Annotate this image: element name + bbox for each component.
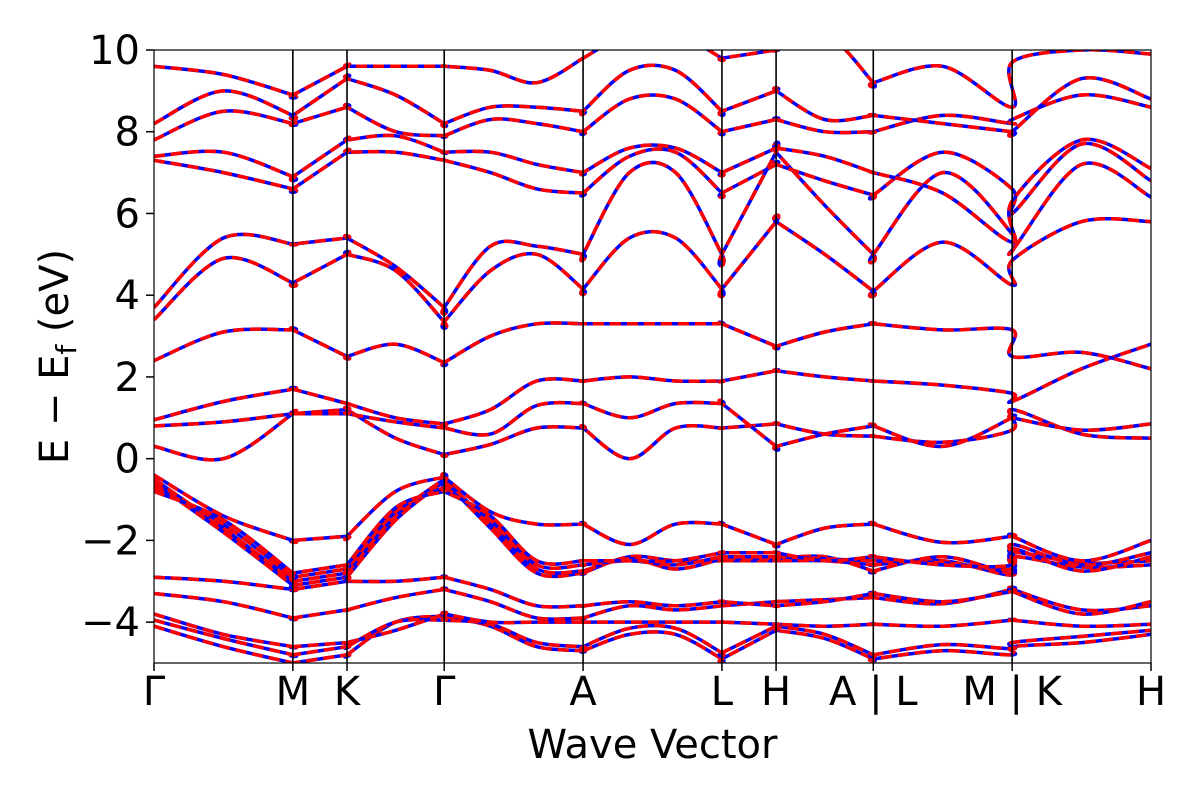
plot-frame <box>153 49 1152 664</box>
band-line-blue <box>154 141 1151 217</box>
x-tick-label: L <box>711 669 734 715</box>
band-line-red <box>154 472 1151 563</box>
band-line-red <box>154 63 1151 138</box>
x-tick-label: H <box>1136 669 1166 715</box>
band-line-red <box>154 320 1151 371</box>
x-tick-label: M <box>276 669 311 715</box>
band-line-red <box>154 617 1151 659</box>
x-tick-label: Γ <box>433 669 456 715</box>
band-line-red <box>154 140 1151 316</box>
x-tick-label: H <box>761 669 791 715</box>
band-line-red <box>154 585 1151 622</box>
band-line-red <box>154 93 1151 142</box>
y-axis-title: E − Ef (eV) <box>32 249 83 464</box>
band-line-blue <box>154 472 1151 563</box>
y-tick-label: −2 <box>81 518 140 564</box>
y-tick-label: 2 <box>115 355 140 401</box>
band-line-red <box>154 610 1151 650</box>
band-line-blue <box>154 617 1151 659</box>
band-line-red <box>154 50 1151 109</box>
band-line-red <box>154 487 1151 580</box>
y-tick-label: −4 <box>81 600 140 646</box>
x-tick-label: A | L <box>829 669 918 715</box>
x-tick-label: K <box>334 669 362 715</box>
y-axis-ticks: −4 −2 0 2 4 6 8 10 <box>81 28 154 646</box>
y-tick-label: 6 <box>115 191 140 237</box>
bands-layer <box>154 50 1151 663</box>
band-line-red <box>154 405 1151 462</box>
y-tick-label: 10 <box>89 28 140 74</box>
band-line-red <box>154 213 1151 330</box>
x-tick-label: M | K <box>962 669 1063 715</box>
x-tick-label: Γ <box>143 669 166 715</box>
band-line-red <box>154 342 1151 427</box>
x-tick-label: A <box>569 669 597 715</box>
band-line-red <box>154 141 1151 217</box>
band-line-blue <box>154 398 1151 452</box>
band-line-red <box>154 613 1151 663</box>
band-line-blue <box>154 133 1151 244</box>
x-axis-title: Wave Vector <box>528 722 779 768</box>
band-line-red <box>154 398 1151 452</box>
kpoint-lines <box>292 50 1013 663</box>
band-line-red <box>154 133 1151 244</box>
y-tick-label: 8 <box>115 110 140 156</box>
y-tick-label: 4 <box>115 273 140 319</box>
y-tick-label: 0 <box>115 437 140 483</box>
